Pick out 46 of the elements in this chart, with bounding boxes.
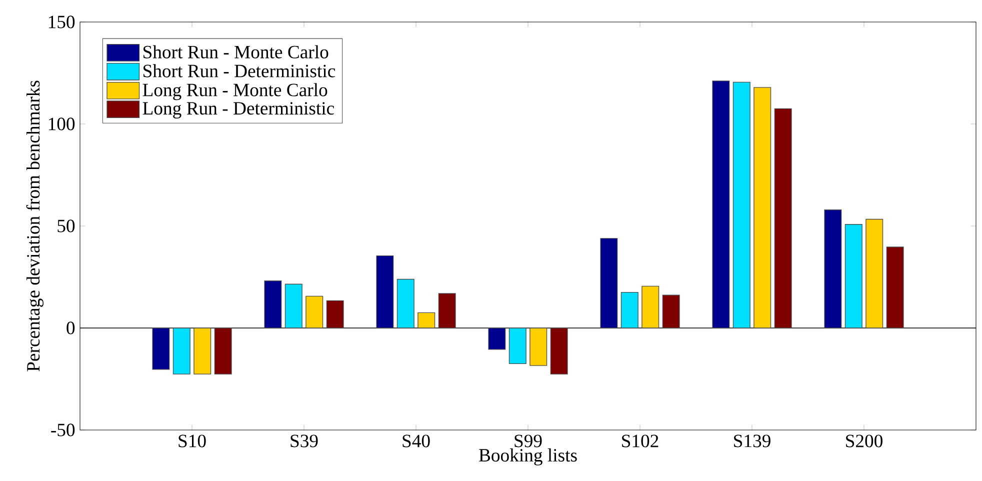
- x-axis-title: Booking lists: [479, 448, 577, 466]
- bar: [438, 293, 456, 328]
- bar: [600, 238, 618, 328]
- bar: [306, 296, 324, 328]
- bar: [396, 278, 414, 328]
- bar: [376, 255, 394, 328]
- y-tick-label: 100: [48, 118, 75, 130]
- y-tick-label: 50: [58, 220, 75, 232]
- bar: [284, 284, 302, 328]
- bar: [824, 210, 842, 328]
- bar: [418, 312, 436, 328]
- bar: [642, 286, 660, 328]
- bar: [530, 328, 548, 366]
- bar: [732, 82, 750, 328]
- bar: [152, 328, 170, 370]
- y-tick-label: 150: [48, 16, 75, 28]
- bar: [194, 328, 212, 374]
- x-tick-label: S40: [402, 434, 430, 448]
- bar: [326, 300, 344, 328]
- bar: [488, 328, 506, 350]
- legend-label: Short Run - Deterministic: [144, 64, 336, 78]
- bar: [214, 328, 232, 374]
- x-tick-label: S102: [622, 434, 658, 448]
- bar: [886, 246, 904, 328]
- bar: [844, 224, 862, 328]
- y-axis-title: Percentage deviation from benchmarks: [26, 80, 44, 372]
- bar: [662, 294, 680, 328]
- x-tick-label: S10: [178, 434, 206, 448]
- legend-label: Short Run - Monte Carlo: [144, 45, 328, 58]
- y-tick-label: 0: [66, 322, 75, 334]
- x-tick-label: S39: [290, 434, 318, 448]
- x-tick-label: S139: [734, 434, 770, 448]
- legend-label: Long Run - Monte Carlo: [142, 83, 328, 100]
- x-tick-label: S200: [846, 434, 882, 448]
- y-tick-label: -50: [51, 424, 75, 436]
- legend-label: Long Run - Deterministic: [142, 102, 334, 118]
- bar: [172, 328, 190, 374]
- bar: [754, 87, 772, 328]
- bar: [866, 218, 884, 328]
- x-tick-label: S99: [514, 434, 542, 448]
- bar: [712, 80, 730, 328]
- bar: [620, 292, 638, 328]
- bar: [264, 280, 282, 328]
- bar: [774, 108, 792, 328]
- bar: [508, 328, 526, 364]
- bar: [550, 328, 568, 374]
